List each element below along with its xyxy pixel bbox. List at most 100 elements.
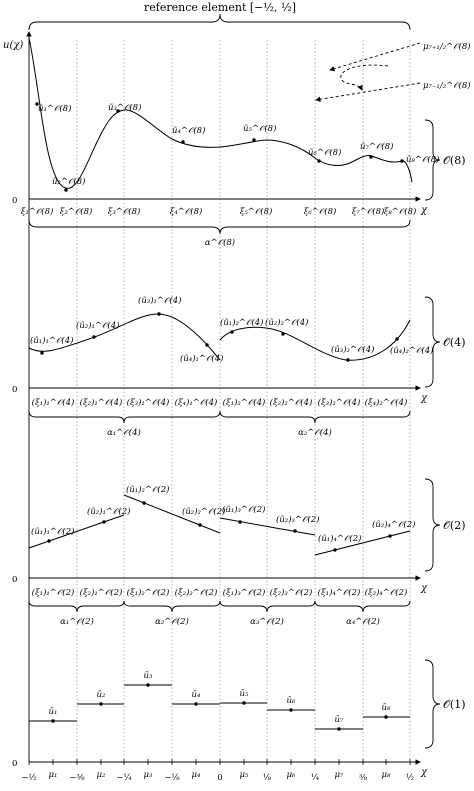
o4-point-label-1: (ũ₁)₁^𝒪(4) — [30, 335, 73, 346]
o2-xi-label-4: (ξ₂)₂^𝒪(2) — [175, 587, 218, 598]
o2-xi-label-1: (ξ₁)₁^𝒪(2) — [32, 587, 75, 598]
o4-xi-label-5: (ξ₁)₂^𝒪(4) — [223, 397, 266, 408]
bottom-tick-15: ⅜ — [359, 773, 368, 783]
o2-order-brace — [424, 478, 441, 572]
o2-point-label-5: (ũ₁)₃^𝒪(2) — [222, 504, 265, 515]
bottom-tick-4: μ₂ — [97, 770, 107, 780]
o4-xi-label-4: (ξ₄)₁^𝒪(4) — [175, 397, 218, 408]
o2-x-axis-label: χ — [420, 583, 428, 594]
o8-point-label-8: ũ₈^𝒪(8) — [406, 154, 439, 165]
o1-point-label-8: ū₈ — [382, 703, 391, 713]
o1-point-label-4: ū₄ — [192, 690, 201, 700]
o2-xi-label-7: (ξ₁)₄^𝒪(2) — [318, 587, 361, 598]
o8-point-label-1: ũ₁^𝒪(8) — [38, 103, 71, 114]
o4-point-label-6: (ũ₂)₂^𝒪(4) — [265, 317, 308, 328]
o4-xi-label-8: (ξ₄)₂^𝒪(4) — [365, 397, 408, 408]
bottom-tick-8: μ₄ — [192, 770, 202, 780]
o8-xi-label-7: ξ₇^𝒪(8) — [352, 206, 385, 217]
o4-xi-label-6: (ξ₂)₂^𝒪(4) — [270, 397, 313, 408]
bottom-tick-2: μ₁ — [49, 770, 58, 780]
mu-arrow-bottom — [315, 82, 421, 102]
panel-o2: χ 0 (ũ₁)₁^𝒪(2) (ũ₂)₁^𝒪(2) (ũ₁)₂^𝒪(2) (ũ₂… — [12, 478, 466, 627]
o4-x-axis-label: χ — [420, 393, 428, 404]
o2-point-label-2: (ũ₂)₁^𝒪(2) — [87, 506, 130, 517]
o2-xi-label-3: (ξ₁)₂^𝒪(2) — [127, 587, 170, 598]
o2-xi-label-2: (ξ₂)₁^𝒪(2) — [80, 587, 123, 598]
bottom-tick-9: 0 — [217, 773, 222, 783]
bottom-tick-5: −¼ — [116, 772, 131, 783]
o2-alpha-label-1: α₁^𝒪(2) — [60, 616, 94, 627]
o8-order-brace — [424, 119, 441, 201]
o4-point-label-4: (ũ₄)₁^𝒪(4) — [180, 353, 223, 364]
o8-point-label-5: ũ₅^𝒪(8) — [243, 123, 276, 134]
reference-element-brace — [28, 13, 411, 31]
o8-xi-label-4: ξ₄^𝒪(8) — [170, 206, 203, 217]
o8-curve — [28, 37, 413, 189]
o2-alpha-brace-1 — [28, 600, 125, 613]
bottom-tick-10: μ₅ — [240, 770, 250, 780]
o4-order-brace — [424, 296, 441, 388]
mu-hysteresis-curve — [340, 64, 389, 91]
o8-order-label: 𝒪(8) — [443, 154, 466, 167]
o1-point-label-5: ū₅ — [240, 689, 249, 699]
o2-point-label-1: (ũ₁)₁^𝒪(2) — [31, 526, 74, 537]
o4-point-label-5: (ũ₁)₂^𝒪(4) — [220, 317, 263, 328]
o2-xi-label-6: (ξ₂)₃^𝒪(2) — [270, 587, 313, 598]
o2-xi-label-8: (ξ₂)₄^𝒪(2) — [365, 587, 408, 598]
o1-order-brace — [424, 659, 441, 749]
o1-point-label-1: ū₁ — [49, 707, 58, 717]
panel-o8: χ 0 ũ₁^𝒪(8) ũ₂^𝒪(8) ũ₃^𝒪(8) ũ₄^𝒪(8) ũ₅^𝒪… — [12, 37, 471, 248]
o4-alpha-brace-2 — [219, 410, 411, 424]
bottom-tick-13: ¼ — [311, 772, 319, 783]
vertical-gridlines — [76, 40, 411, 760]
mu-top-label: μ₇₊₁/₂^𝒪(8) — [423, 41, 471, 52]
y-axis-label: u(χ) — [3, 40, 23, 51]
o8-point-label-6: ũ₆^𝒪(8) — [308, 147, 341, 158]
o2-alpha-brace-2 — [123, 600, 221, 613]
o4-xi-label-3: (ξ₃)₁^𝒪(4) — [127, 397, 170, 408]
o8-xi-label-5: ξ₅^𝒪(8) — [240, 206, 273, 217]
o4-xi-label-7: (ξ₃)₂^𝒪(4) — [318, 397, 361, 408]
o1-zero-label: 0 — [12, 759, 17, 769]
mu-bottom-label: μ₇₋₁/₂^𝒪(8) — [423, 80, 471, 91]
bottom-tick-17: ½ — [406, 772, 414, 783]
o1-x-axis-label: χ — [420, 767, 428, 778]
o8-point-label-2: ũ₂^𝒪(8) — [52, 176, 85, 187]
bottom-tick-12: μ₆ — [287, 770, 297, 780]
o8-point-label-3: ũ₃^𝒪(8) — [108, 102, 141, 113]
bottom-tick-3: −⅜ — [69, 773, 85, 783]
o4-zero-label: 0 — [12, 385, 17, 395]
bottom-tick-1: −½ — [21, 772, 36, 783]
bottom-tick-16: μ₈ — [382, 770, 392, 780]
o2-alpha-brace-3 — [219, 600, 316, 613]
o8-alpha-brace — [28, 219, 411, 235]
o1-point-label-3: ū₃ — [144, 671, 153, 681]
o2-order-label: 𝒪(2) — [443, 519, 466, 532]
o4-order-label: 𝒪(4) — [443, 336, 466, 349]
o8-point-label-4: ũ₄^𝒪(8) — [172, 125, 205, 136]
o4-alpha-label-1: α₁^𝒪(4) — [107, 427, 141, 438]
o8-xi-label-2: ξ₂^𝒪(8) — [60, 206, 93, 217]
o2-point-label-6: (ũ₂)₃^𝒪(2) — [276, 514, 319, 525]
mu-arrow-top — [329, 42, 421, 72]
o8-xi-label-8: ξ₈^𝒪(8) — [384, 206, 417, 217]
bottom-tick-14: μ₇ — [335, 770, 345, 780]
panel-o4: χ 0 (ũ₁)₁^𝒪(4) (ũ₂)₁^𝒪(4) (ũ₃)₁^𝒪(4) (ũ₄… — [12, 295, 466, 438]
o1-point-label-2: ū₂ — [97, 690, 106, 700]
o8-point-label-7: ũ₇^𝒪(8) — [360, 141, 393, 152]
o2-alpha-label-4: α₄^𝒪(2) — [346, 616, 380, 627]
reference-element-title: reference element [−½, ½] — [144, 1, 296, 14]
o2-segment-2 — [123, 494, 221, 534]
o2-point-label-4: (ũ₂)₂^𝒪(2) — [182, 506, 225, 517]
o2-segment-3 — [219, 517, 316, 536]
o8-xi-label-6: ξ₆^𝒪(8) — [304, 206, 337, 217]
o8-alpha-label: α^𝒪(8) — [205, 237, 235, 248]
o1-order-label: 𝒪(1) — [443, 698, 466, 711]
o4-curve-element-1 — [28, 313, 221, 361]
o4-alpha-label-2: α₂^𝒪(4) — [298, 427, 332, 438]
o8-zero-label: 0 — [12, 196, 17, 206]
o4-point-label-3: (ũ₃)₁^𝒪(4) — [138, 295, 181, 306]
o1-point-label-7: ū₇ — [335, 715, 344, 725]
o2-point-label-8: (ũ₂)₄^𝒪(2) — [372, 519, 415, 530]
